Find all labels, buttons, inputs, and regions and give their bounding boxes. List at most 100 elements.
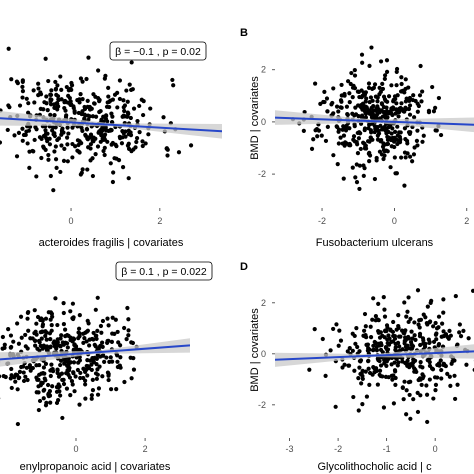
data-point [379,108,384,113]
data-point [367,159,372,164]
data-point [161,115,166,120]
data-point [418,393,423,398]
data-point [126,333,131,338]
data-point [409,342,414,347]
data-point [32,100,37,105]
data-point [452,373,457,378]
data-point [129,376,134,381]
data-point [366,366,371,371]
data-point [55,343,60,348]
data-point [392,129,398,135]
data-point [323,138,329,144]
data-point [171,83,176,88]
data-point [54,346,59,351]
data-point [64,84,69,90]
data-point [58,358,64,363]
data-point [37,135,43,140]
data-point [60,415,65,421]
data-point [329,102,334,107]
data-point [27,363,32,368]
data-point [90,173,95,179]
data-point [54,385,60,390]
data-point [16,130,22,136]
data-point [125,99,130,104]
data-point [339,82,344,88]
panel-d: -3 -2 -1 0 -2 0 2 Glycolithocholic acid | c BMD … [240,261,474,473]
data-point [16,341,22,346]
data-point [394,101,399,106]
data-point [84,76,89,82]
data-point [134,136,140,141]
data-point [408,130,413,135]
data-point [408,379,413,384]
data-point [367,63,372,68]
data-point [445,371,450,376]
data-point [359,381,364,386]
data-point [88,158,93,163]
data-point [441,310,446,315]
data-point [405,151,410,156]
data-point [397,130,402,135]
data-point [91,330,96,336]
x-tick-label: 0 [69,216,74,226]
data-point [98,323,104,329]
data-point [357,94,362,100]
data-point [364,394,370,399]
data-point [8,345,13,350]
data-point [129,87,134,93]
data-point [18,314,24,319]
data-point [56,397,61,403]
data-point [324,96,330,101]
data-point [78,92,83,97]
data-point [427,320,432,325]
data-point [96,346,101,351]
data-point [439,334,444,339]
data-point [360,368,365,373]
data-point [404,412,409,417]
data-point [380,86,386,92]
data-point [334,124,339,129]
data-point [37,340,42,345]
data-point [128,355,133,360]
data-point [106,323,111,328]
data-point [363,324,368,329]
data-point [37,362,42,368]
data-point [49,362,54,367]
plot-area [0,295,190,427]
data-point [117,78,123,83]
stats-annotation: β = −0.1 , p = 0.02 [109,41,207,61]
data-point [60,126,65,131]
data-point [355,89,361,94]
data-point [422,344,428,349]
data-point [466,336,471,341]
data-point [367,382,372,387]
data-point [384,58,390,63]
data-point [421,133,426,138]
data-point [17,103,23,108]
data-point [388,328,393,333]
data-point [124,337,129,342]
data-point [78,375,83,381]
data-point [433,382,439,387]
data-point [396,334,402,339]
data-point [126,141,131,146]
data-point [47,142,53,147]
data-point [381,143,386,148]
data-point [71,360,77,365]
data-point [44,344,50,349]
data-point [377,85,382,90]
data-point [381,156,386,162]
data-point [102,152,107,158]
data-point [370,348,376,353]
data-point [412,320,417,325]
data-point [34,321,39,326]
data-point [48,400,53,405]
data-point [94,114,99,119]
data-point [333,404,338,409]
data-point [61,381,67,387]
data-point [419,382,424,388]
data-point [347,100,352,105]
data-point [14,79,20,84]
data-point [427,377,432,382]
